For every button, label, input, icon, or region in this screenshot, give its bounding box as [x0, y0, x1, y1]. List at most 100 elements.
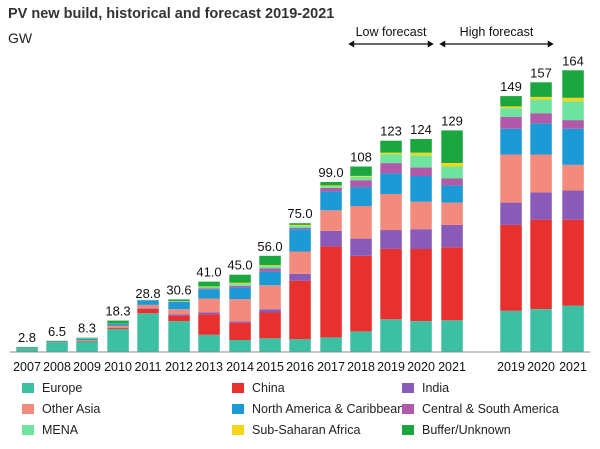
bar-segment-2019-buffer-unknown: [380, 140, 402, 153]
x-tick-label-13: 2020: [407, 360, 435, 374]
bar-segment-2017-europe: [320, 337, 342, 352]
bar-segment-2021-china: [441, 247, 463, 321]
bar-segment-2018-other-asia: [350, 206, 372, 239]
bar-segment-2019-mena: [380, 154, 402, 164]
bar-segment-2011-other-asia: [137, 304, 159, 309]
bar-segment-2020-central-south-america: [530, 113, 552, 124]
bar-segment-2017-india: [320, 230, 342, 247]
bar-segment-2016-north-america-caribbean: [289, 229, 311, 252]
legend-label-china: China: [252, 381, 285, 395]
x-tick-label-5: 2012: [165, 360, 193, 374]
legend: Europe China India Other Asia North America …: [22, 381, 559, 437]
bar-segment-2016-sub-saharan-africa: [289, 224, 311, 226]
bar-segment-2013-other-asia: [198, 298, 220, 313]
bar-segment-2018-buffer-unknown: [350, 166, 372, 176]
bar-segment-2007-buffer-unknown: [16, 347, 38, 348]
bar-segment-2017-mena: [320, 186, 342, 188]
bar-segment-2021-sub-saharan-africa: [562, 97, 584, 102]
bar-segment-2018-india: [350, 238, 372, 256]
x-tick-label-17: 2021: [559, 360, 587, 374]
total-labels: 2.8 6.5 8.3 18.3 28.8 30.6 41.0 45.0 56.0 75.0 99.…: [18, 53, 584, 345]
bar-segment-2009-europe: [76, 341, 98, 352]
legend-swatch-central-south-america: [402, 404, 414, 414]
bar-segment-2015-mena: [259, 266, 281, 269]
bar-segment-2008-north-america-caribbean: [46, 341, 68, 342]
bar-segment-2013-buffer-unknown: [198, 281, 220, 287]
bar-segment-2014-sub-saharan-africa: [229, 282, 251, 284]
bar-segment-2013-china: [198, 314, 220, 335]
x-tick-label-1: 2008: [43, 360, 71, 374]
bar-segment-2019-china: [380, 248, 402, 320]
bar-segment-2012-other-asia: [168, 309, 190, 315]
bar-segment-2019-europe: [500, 310, 522, 352]
bar-segment-2020-buffer-unknown: [530, 82, 552, 97]
bar-segment-2019-buffer-unknown: [500, 96, 522, 107]
bar-segment-2014-north-america-caribbean: [229, 287, 251, 300]
bar-segment-2014-china: [229, 322, 251, 340]
bar-segment-2011-china: [137, 308, 159, 314]
bar-segment-2015-other-asia: [259, 285, 281, 310]
bar-segment-2014-other-asia: [229, 299, 251, 322]
bar-segment-2010-china: [107, 328, 129, 329]
legend-swatch-other-asia: [22, 404, 34, 414]
bar-segment-2020-other-asia: [530, 154, 552, 193]
legend-swatch-europe: [22, 383, 34, 393]
bar-segment-2008-other-asia: [46, 341, 68, 343]
x-tick-label-2: 2009: [73, 360, 101, 374]
bar-segment-2019-india: [380, 230, 402, 249]
bracket-label-low: Low forecast: [356, 25, 427, 39]
legend-label-india: India: [422, 381, 449, 395]
bar-segment-2019-india: [500, 202, 522, 225]
bar-segment-2014-mena: [229, 283, 251, 286]
x-tick-label-9: 2016: [286, 360, 314, 374]
bar-segment-2019-china: [500, 224, 522, 311]
bar-segment-2017-china: [320, 246, 342, 338]
bar-segment-2019-europe: [380, 319, 402, 352]
x-tick-label-14: 2021: [438, 360, 466, 374]
x-tick-label-15: 2019: [497, 360, 525, 374]
bar-segment-2020-mena: [410, 155, 432, 168]
bar-segment-2010-europe: [107, 329, 129, 352]
bar-segment-2021-north-america-caribbean: [562, 128, 584, 165]
bar-segment-2011-mena: [137, 299, 159, 301]
bar-segment-2015-north-america-caribbean: [259, 271, 281, 286]
total-label-8: 56.0: [257, 239, 282, 254]
bar-segment-2021-india: [441, 224, 463, 248]
bar-segment-2021-buffer-unknown: [562, 70, 584, 98]
x-tick-label-3: 2010: [104, 360, 132, 374]
y-axis-unit-label: GW: [8, 30, 33, 46]
bar-segment-2017-buffer-unknown: [320, 182, 342, 186]
bar-segment-2020-other-asia: [410, 201, 432, 230]
bar-segment-2019-north-america-caribbean: [380, 173, 402, 194]
bar-segment-2012-mena: [168, 301, 190, 302]
x-tick-label-12: 2019: [377, 360, 405, 374]
legend-swatch-china: [232, 383, 244, 393]
bar-segment-2015-china: [259, 312, 281, 339]
bar-segment-2018-sub-saharan-africa: [350, 175, 372, 177]
bar-segment-2020-sub-saharan-africa: [410, 152, 432, 156]
forecast-brackets: Low forecast High forecast: [348, 25, 554, 48]
bar-segment-2021-central-south-america: [562, 120, 584, 129]
bar-segment-2021-europe: [441, 320, 463, 352]
bar-segment-2020-mena: [530, 99, 552, 114]
bar-segment-2016-buffer-unknown: [289, 223, 311, 225]
bar-segment-2012-north-america-caribbean: [168, 302, 190, 310]
x-tick-label-0: 2007: [13, 360, 41, 374]
legend-label-mena: MENA: [42, 423, 79, 437]
bar-segment-2009-mena: [76, 338, 98, 339]
bar-segment-2007-europe: [16, 348, 38, 352]
bar-segment-2021-other-asia: [441, 202, 463, 225]
bar-segment-2020-central-south-america: [410, 167, 432, 176]
bar-segment-2021-north-america-caribbean: [441, 185, 463, 203]
bar-segment-2021-europe: [562, 305, 584, 352]
bar-segment-2011-central-south-america: [137, 300, 159, 301]
bar-segment-2015-europe: [259, 338, 281, 352]
total-label-2: 8.3: [78, 321, 96, 336]
legend-swatch-buffer-unknown: [402, 425, 414, 435]
bar-segment-2020-europe: [530, 309, 552, 352]
bracket-arrow-right-high: [547, 40, 554, 48]
bars-layer: [16, 70, 584, 352]
bar-segment-2016-central-south-america: [289, 227, 311, 230]
chart-title: PV new build, historical and forecast 20…: [8, 6, 335, 22]
total-label-10: 99.0: [318, 165, 343, 180]
